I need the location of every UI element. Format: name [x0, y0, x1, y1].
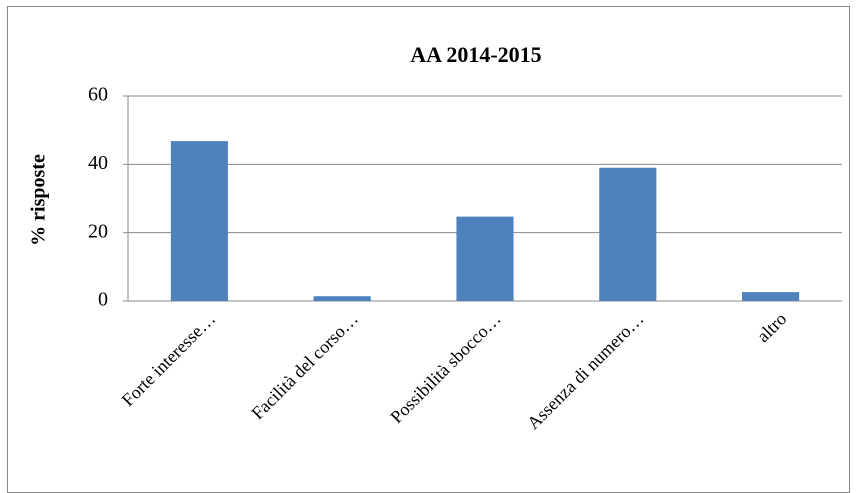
bar [599, 167, 657, 301]
y-tick-label: 60 [88, 84, 108, 106]
bar [456, 216, 514, 301]
y-tick-label: 0 [98, 289, 108, 311]
y-tick-label: 20 [88, 220, 108, 242]
bar [313, 296, 371, 301]
y-tick-label: 40 [88, 152, 108, 174]
bar [742, 292, 800, 301]
y-axis-label: % risposte [28, 154, 50, 246]
chart-title: AA 2014-2015 [410, 42, 541, 67]
bar [170, 141, 228, 301]
chart-border [7, 6, 850, 493]
